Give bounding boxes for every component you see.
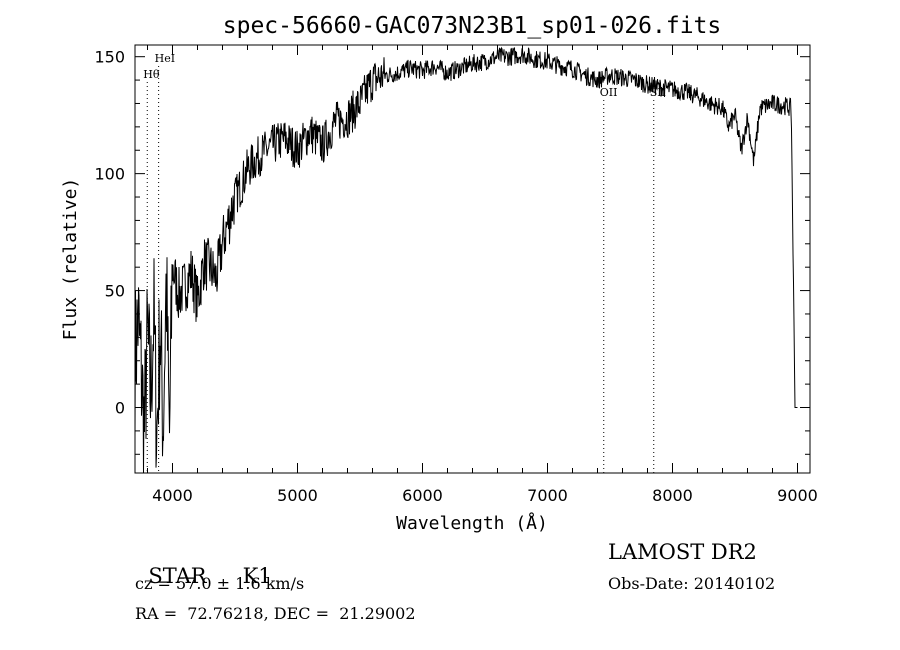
- x-axis-label: Wavelength (Å): [396, 512, 548, 534]
- y-tick-label: 50: [105, 282, 125, 301]
- chart-title: spec-56660-GAC073N23B1_sp01-026.fits: [223, 13, 722, 39]
- plot-frame: [134, 44, 811, 474]
- annotation-label: Hθ: [143, 68, 160, 81]
- y-tick-label: 150: [94, 48, 125, 67]
- subclass-label: K1: [242, 564, 272, 588]
- x-tick-label: 8000: [652, 486, 693, 505]
- x-tick-label: 9000: [777, 486, 818, 505]
- obs-date-label: Obs-Date: 20140102: [608, 574, 776, 593]
- radec-label: RA = 72.76218, DEC = 21.29002: [135, 604, 416, 623]
- annotation-label: HeI: [155, 52, 175, 65]
- annotation-label: OII: [600, 86, 618, 99]
- survey-label: LAMOST DR2: [608, 540, 757, 564]
- y-axis: 0 50 100 150: [94, 48, 810, 455]
- y-axis-label: Flux (relative): [60, 178, 81, 341]
- redshift-label: cz = 57.0 ± 1.6 km/s: [135, 574, 305, 593]
- x-tick-label: 6000: [402, 486, 443, 505]
- x-tick-label: 4000: [152, 486, 193, 505]
- y-tick-label: 100: [94, 165, 125, 184]
- x-tick-label: 7000: [527, 486, 568, 505]
- x-axis: 4000 5000 6000 7000 8000 9000: [147, 45, 818, 505]
- class-label: STAR: [148, 564, 207, 588]
- y-tick-label: 0: [115, 399, 125, 418]
- class-line: STAR K1: [135, 540, 272, 588]
- spectrum-line: [134, 46, 798, 474]
- x-tick-label: 5000: [277, 486, 318, 505]
